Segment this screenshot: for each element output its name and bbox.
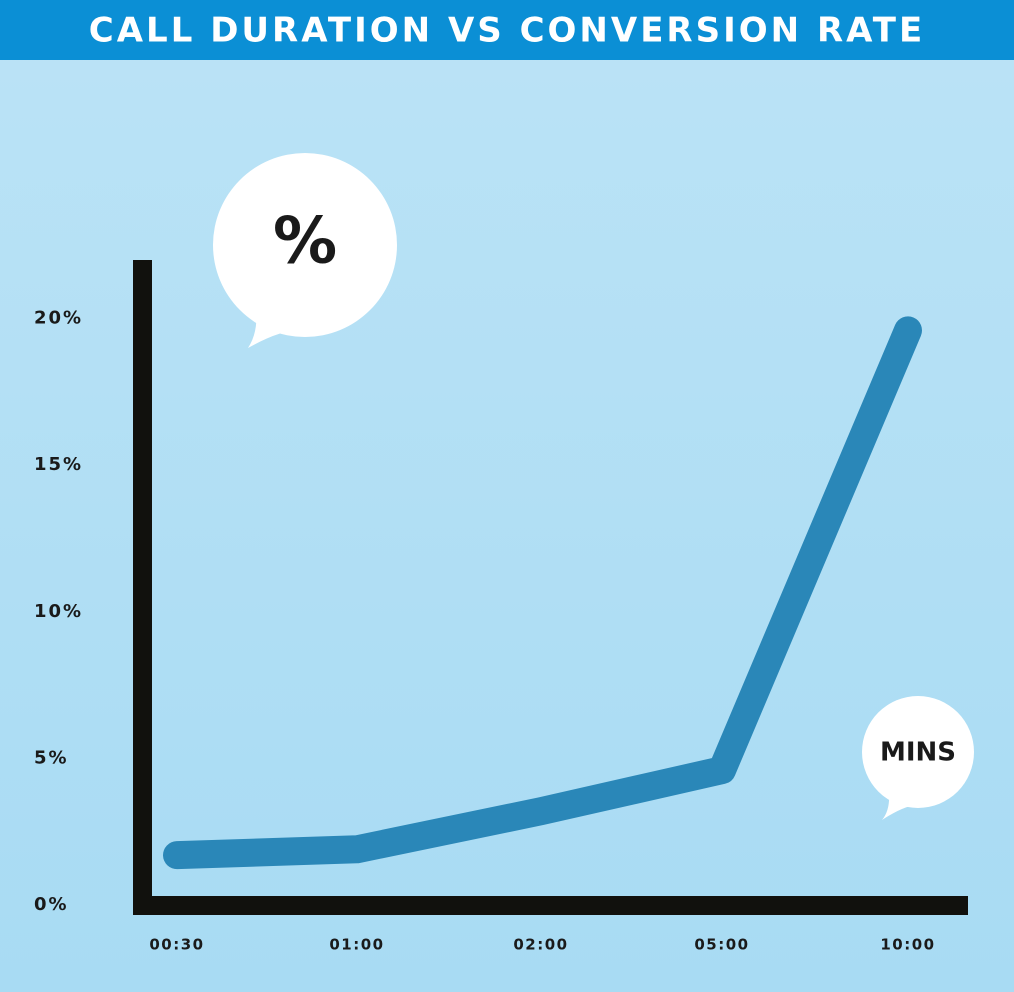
bubble xyxy=(862,696,974,808)
bubble-tail xyxy=(882,785,918,820)
y-axis-label: % xyxy=(273,205,337,279)
y-tick-label: 15% xyxy=(34,454,83,475)
x-tick-label: 10:00 xyxy=(880,936,935,954)
x-tick-label: 05:00 xyxy=(694,936,749,954)
bubble xyxy=(213,153,397,337)
x-axis xyxy=(133,896,968,915)
y-axis xyxy=(133,260,152,915)
y-tick-label: 20% xyxy=(34,308,83,329)
y-tick-label: 5% xyxy=(34,747,69,768)
y-tick-label: 0% xyxy=(34,894,69,915)
x-tick-label: 02:00 xyxy=(513,936,568,954)
bubble-tail xyxy=(248,300,300,348)
x-axis-label: MINS xyxy=(880,738,956,768)
y-label-bubble: % xyxy=(213,153,397,348)
y-tick-label: 10% xyxy=(34,601,83,622)
x-tick-label: 01:00 xyxy=(329,936,384,954)
chart-title: CALL DURATION VS CONVERSION RATE xyxy=(89,11,925,51)
header-bar xyxy=(0,0,1014,60)
x-label-bubble: MINS xyxy=(862,696,974,820)
x-tick-label: 00:30 xyxy=(149,936,204,954)
data-line xyxy=(163,316,922,870)
